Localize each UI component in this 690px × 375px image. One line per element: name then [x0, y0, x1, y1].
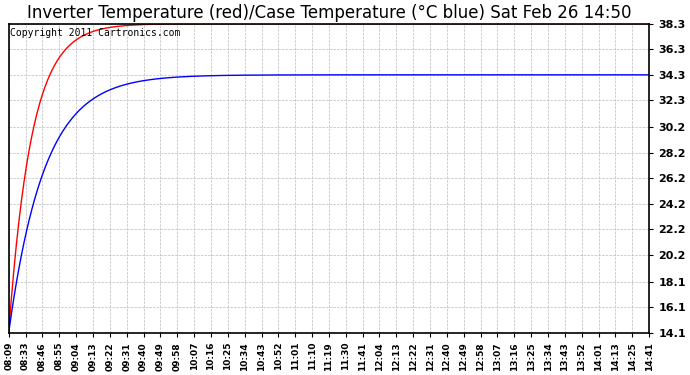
Title: Inverter Temperature (red)/Case Temperature (°C blue) Sat Feb 26 14:50: Inverter Temperature (red)/Case Temperat… [27, 4, 631, 22]
Text: Copyright 2011 Cartronics.com: Copyright 2011 Cartronics.com [10, 28, 180, 38]
